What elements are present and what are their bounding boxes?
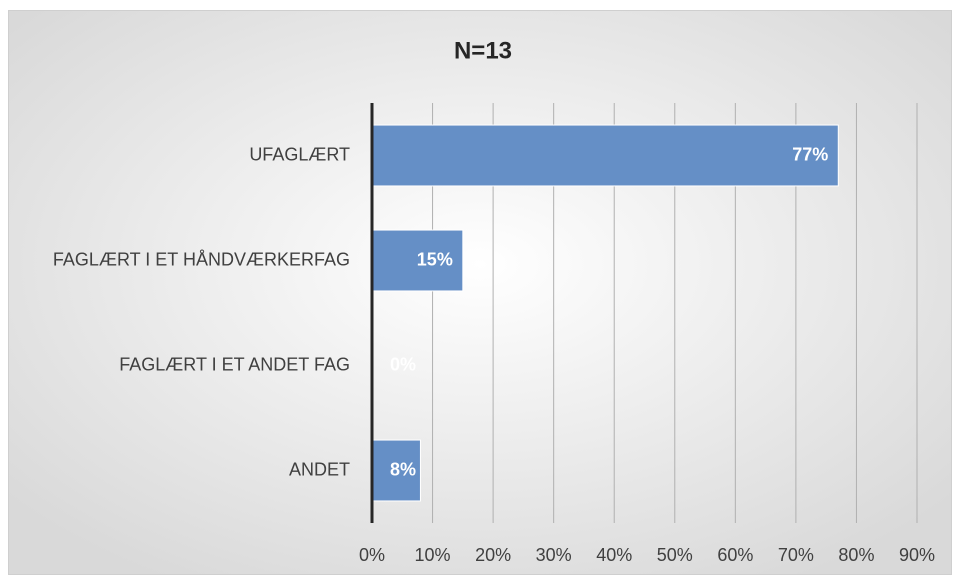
x-tick-label: 70% — [778, 545, 814, 565]
x-tick-label: 90% — [899, 545, 935, 565]
x-tick-label: 80% — [838, 545, 874, 565]
x-tick-label: 40% — [596, 545, 632, 565]
x-tick-label: 10% — [415, 545, 451, 565]
y-tick-label: UFAGLÆRT — [249, 144, 350, 164]
y-tick-label: FAGLÆRT I ET ANDET FAG — [119, 354, 350, 374]
x-tick-label: 50% — [657, 545, 693, 565]
chart-title: N=13 — [454, 37, 512, 64]
data-label: 0% — [390, 354, 416, 374]
chart-area — [8, 10, 952, 575]
data-label: 77% — [792, 144, 828, 164]
x-tick-label: 0% — [359, 545, 385, 565]
bar — [371, 229, 464, 292]
data-label: 15% — [417, 249, 453, 269]
x-tick-label: 20% — [475, 545, 511, 565]
data-label: 8% — [390, 459, 416, 479]
x-tick-label: 30% — [536, 545, 572, 565]
x-tick-label: 60% — [717, 545, 753, 565]
y-tick-label: FAGLÆRT I ET HÅNDVÆRKERFAG — [53, 249, 350, 269]
y-tick-label: ANDET — [289, 459, 350, 479]
bar — [371, 124, 839, 187]
